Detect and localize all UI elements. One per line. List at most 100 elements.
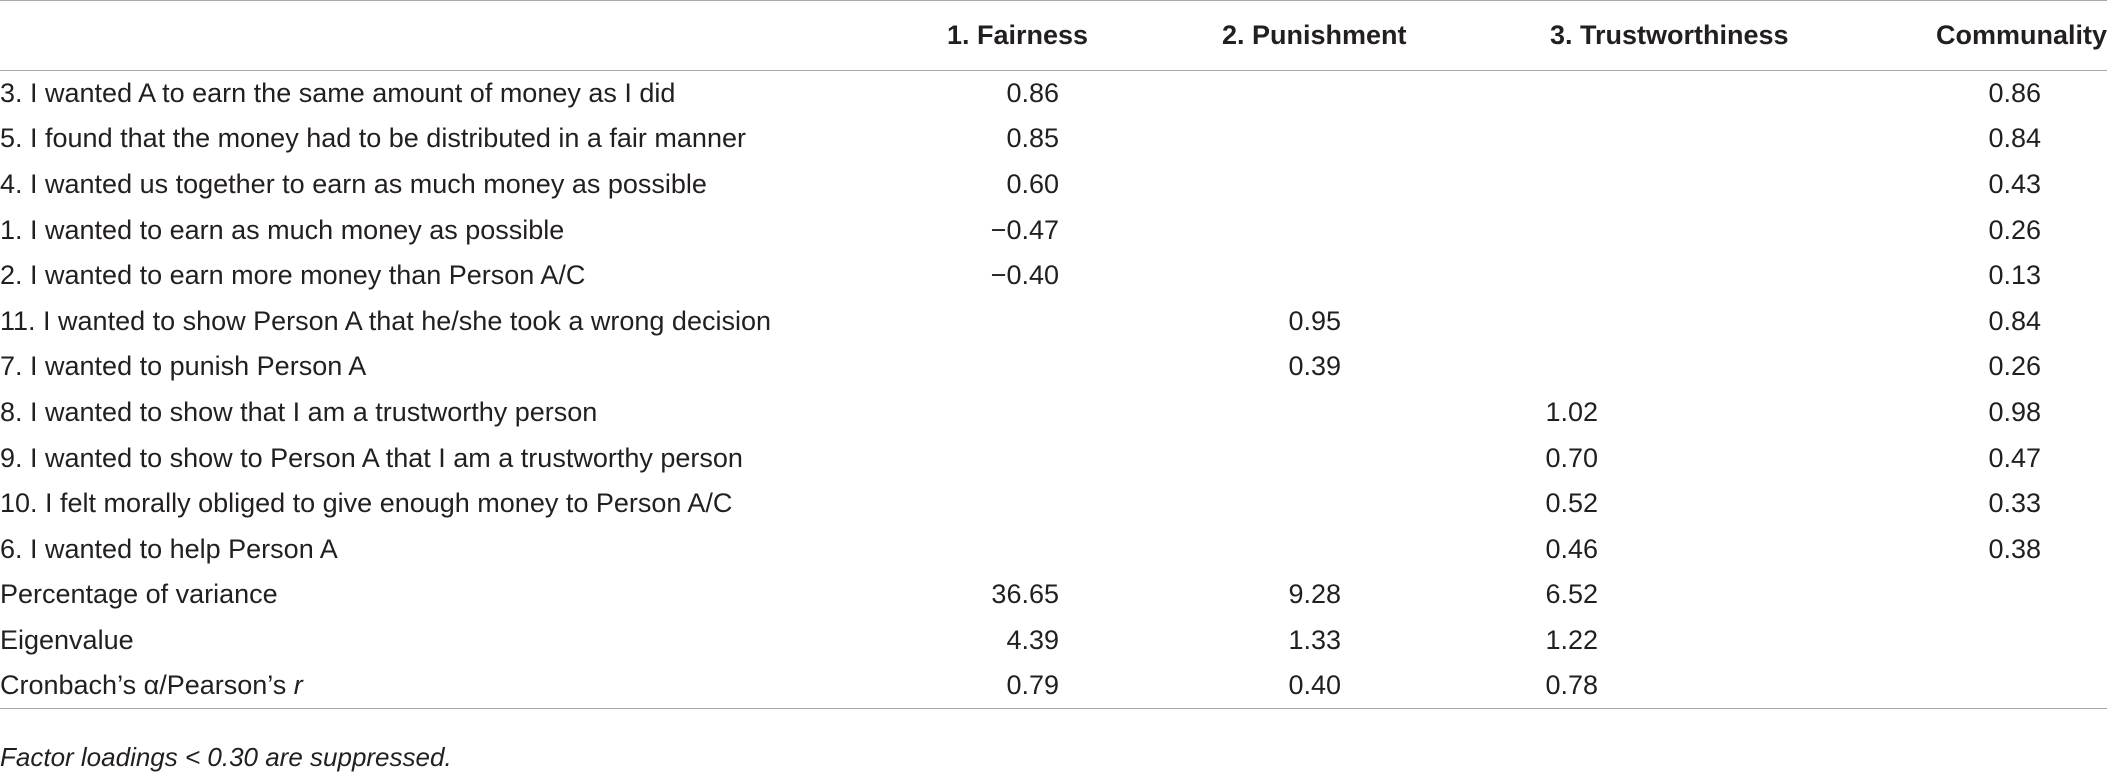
cell-communality — [1870, 618, 2107, 664]
row-label: Cronbach’s α/Pearson’s r — [0, 663, 890, 709]
table-row: 6. I wanted to help Person A 0.46 0.38 — [0, 526, 2107, 572]
cell-punishment — [1200, 207, 1500, 253]
row-label-text: 3. I wanted A to earn the same amount of… — [0, 78, 676, 109]
table-footnote: Factor loadings < 0.30 are suppressed. — [0, 742, 452, 772]
row-label-text: Eigenvalue — [0, 624, 134, 655]
cell-communality: 0.38 — [1988, 533, 2041, 564]
cell-fairness — [890, 344, 1200, 390]
row-label: 11. I wanted to show Person A that he/sh… — [0, 298, 890, 344]
cell-trustworthiness — [1500, 116, 1870, 162]
header-item — [0, 1, 890, 71]
cell-trustworthiness — [1500, 71, 1870, 117]
table-row: 9. I wanted to show to Person A that I a… — [0, 435, 2107, 481]
cell-punishment — [1200, 253, 1500, 299]
row-label-text: 2. I wanted to earn more money than Pers… — [0, 260, 586, 291]
row-label: 7. I wanted to punish Person A — [0, 344, 890, 390]
cell-communality: 0.84 — [1988, 305, 2041, 336]
cell-fairness — [890, 390, 1200, 436]
cell-punishment — [1200, 390, 1500, 436]
table-row: Percentage of variance 36.65 9.28 6.52 — [0, 572, 2107, 618]
cell-communality: 0.33 — [1988, 488, 2041, 519]
header-communality: Communality — [1935, 20, 2107, 50]
cell-trustworthiness: 1.22 — [1545, 624, 1598, 655]
row-label-text: 4. I wanted us together to earn as much … — [0, 168, 707, 199]
row-label: 8. I wanted to show that I am a trustwor… — [0, 390, 890, 436]
row-label-text: 1. I wanted to earn as much money as pos… — [0, 214, 565, 245]
header-trustworthiness: 3. Trustworthiness — [1550, 20, 1789, 50]
table-header-row: 1. Fairness 2. Punishment 3. Trustworthi… — [0, 0, 2107, 71]
cell-punishment — [1200, 435, 1500, 481]
cell-communality: 0.13 — [1988, 260, 2041, 291]
row-label: Percentage of variance — [0, 572, 890, 618]
cell-fairness: 0.79 — [1006, 670, 1059, 701]
cell-fairness — [890, 526, 1200, 572]
row-label: 6. I wanted to help Person A — [0, 526, 890, 572]
row-label-text: Cronbach’s α/Pearson’s — [0, 670, 294, 701]
cell-trustworthiness — [1500, 298, 1870, 344]
table-body: 3. I wanted A to earn the same amount of… — [0, 71, 2107, 709]
cell-trustworthiness: 0.70 — [1545, 442, 1598, 473]
row-label-text: Percentage of variance — [0, 579, 278, 610]
cell-punishment — [1200, 116, 1500, 162]
cell-fairness: −0.47 — [990, 214, 1059, 245]
row-label-text: 8. I wanted to show that I am a trustwor… — [0, 396, 598, 427]
cell-communality: 0.43 — [1988, 168, 2041, 199]
row-label-text: 10. I felt morally obliged to give enoug… — [0, 488, 733, 519]
row-label-text: 9. I wanted to show to Person A that I a… — [0, 442, 743, 473]
table-row: Cronbach’s α/Pearson’s r 0.79 0.40 0.78 — [0, 663, 2107, 709]
cell-trustworthiness — [1500, 207, 1870, 253]
cell-fairness — [890, 481, 1200, 527]
header-punishment: 2. Punishment — [1222, 20, 1407, 50]
cell-communality: 0.26 — [1988, 214, 2041, 245]
cell-fairness: 0.60 — [1006, 168, 1059, 199]
row-label-text: 7. I wanted to punish Person A — [0, 351, 367, 382]
cell-communality: 0.84 — [1988, 123, 2041, 154]
cell-punishment: 1.33 — [1288, 624, 1341, 655]
row-label: 10. I felt morally obliged to give enoug… — [0, 481, 890, 527]
table-row: 4. I wanted us together to earn as much … — [0, 162, 2107, 208]
cell-trustworthiness — [1500, 162, 1870, 208]
row-label: 4. I wanted us together to earn as much … — [0, 162, 890, 208]
row-label: 5. I found that the money had to be dist… — [0, 116, 890, 162]
cell-punishment — [1200, 526, 1500, 572]
cell-punishment: 9.28 — [1288, 579, 1341, 610]
cell-trustworthiness: 0.46 — [1545, 533, 1598, 564]
table-row: 7. I wanted to punish Person A 0.39 0.26 — [0, 344, 2107, 390]
cell-fairness: 0.86 — [1006, 78, 1059, 109]
cell-communality — [1870, 572, 2107, 618]
row-label-text: 5. I found that the money had to be dist… — [0, 123, 746, 154]
cell-fairness: −0.40 — [990, 260, 1059, 291]
cell-trustworthiness: 0.78 — [1545, 670, 1598, 701]
cell-trustworthiness — [1500, 344, 1870, 390]
row-label-italic: r — [293, 670, 303, 701]
cell-communality — [1870, 663, 2107, 709]
cell-punishment — [1200, 162, 1500, 208]
table-row: Eigenvalue 4.39 1.33 1.22 — [0, 618, 2107, 664]
header-fairness: 1. Fairness — [947, 20, 1089, 50]
row-label-text: 6. I wanted to help Person A — [0, 533, 338, 564]
cell-fairness: 36.65 — [991, 579, 1059, 610]
table-row: 2. I wanted to earn more money than Pers… — [0, 253, 2107, 299]
table-row: 10. I felt morally obliged to give enoug… — [0, 481, 2107, 527]
cell-trustworthiness: 6.52 — [1545, 579, 1598, 610]
table-row: 8. I wanted to show that I am a trustwor… — [0, 390, 2107, 436]
cell-punishment: 0.95 — [1288, 305, 1341, 336]
row-label: Eigenvalue — [0, 618, 890, 664]
cell-punishment: 0.39 — [1288, 351, 1341, 382]
factor-loadings-table: 1. Fairness 2. Punishment 3. Trustworthi… — [0, 0, 2107, 709]
row-label: 2. I wanted to earn more money than Pers… — [0, 253, 890, 299]
cell-communality: 0.26 — [1988, 351, 2041, 382]
cell-punishment — [1200, 71, 1500, 117]
cell-fairness: 4.39 — [1006, 624, 1059, 655]
cell-trustworthiness: 0.52 — [1545, 488, 1598, 519]
cell-fairness — [890, 435, 1200, 481]
cell-communality: 0.86 — [1988, 78, 2041, 109]
cell-communality: 0.47 — [1988, 442, 2041, 473]
cell-punishment — [1200, 481, 1500, 527]
cell-trustworthiness — [1500, 253, 1870, 299]
row-label-text: 11. I wanted to show Person A that he/sh… — [0, 305, 771, 336]
cell-fairness: 0.85 — [1006, 123, 1059, 154]
table-row: 11. I wanted to show Person A that he/sh… — [0, 298, 2107, 344]
table-row: 1. I wanted to earn as much money as pos… — [0, 207, 2107, 253]
